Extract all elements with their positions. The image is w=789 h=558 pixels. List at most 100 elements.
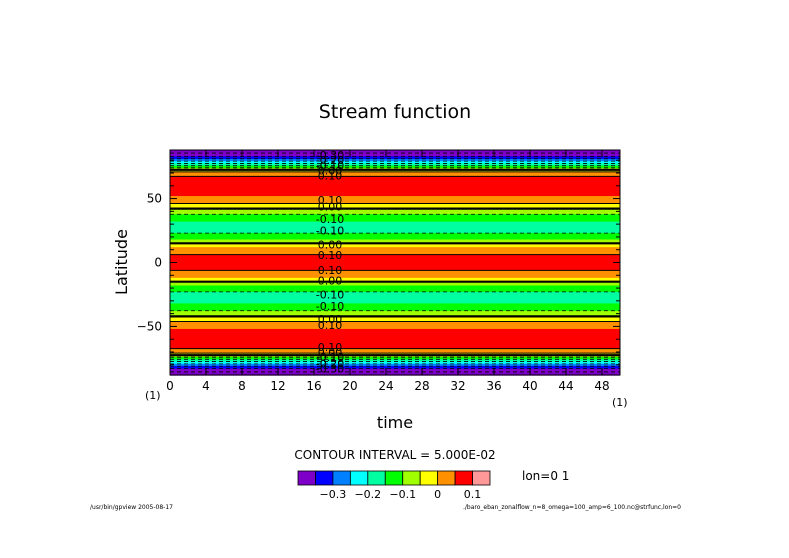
contour-label-14: -0.10 [316, 300, 344, 313]
y-tick-label-0: 50 [147, 192, 162, 206]
contour-label-19: -0.10 [316, 351, 344, 364]
colorbar-swatch-4 [367, 470, 386, 486]
contour-band-35 [170, 361, 620, 365]
x-tick-label-11: 44 [558, 379, 573, 393]
x-unit-label: (1) [612, 396, 628, 409]
x-tick-label-9: 36 [486, 379, 501, 393]
contour-label-13: -0.10 [316, 288, 344, 301]
contour-band-3 [170, 161, 620, 165]
contour-band-4 [170, 163, 620, 167]
contour-label-0: -0.30 [316, 149, 344, 162]
contour-band-26 [170, 310, 620, 318]
contour-band-14 [170, 221, 620, 234]
contour-label-9: 0.00 [318, 239, 343, 252]
contour-band-18 [170, 247, 620, 256]
contour-band-24 [170, 291, 620, 305]
colorbar-swatch-2 [332, 470, 351, 486]
contour-band-9 [170, 176, 620, 197]
contour-band-5 [170, 165, 620, 169]
colorbar-tick-label-2: −0.1 [389, 488, 416, 501]
footer-left: /usr/bin/gpview 2005-08-17 [90, 504, 173, 511]
contour-labels: -0.30-0.20-0.100.000.100.100.00-0.10-0.1… [316, 149, 344, 375]
contour-band-21 [170, 277, 620, 283]
contour-label-20: -0.20 [316, 357, 344, 370]
contour-band-17 [170, 243, 620, 248]
contour-label-3: 0.00 [318, 164, 343, 177]
x-tick-label-0: 0 [166, 379, 174, 393]
x-tick-label-6: 24 [378, 379, 393, 393]
contour-band-13 [170, 214, 620, 223]
contour-label-16: 0.10 [318, 319, 343, 332]
contour-band-20 [170, 270, 620, 279]
contour-band-36 [170, 363, 620, 367]
y-tick-label-1: 0 [154, 256, 162, 270]
contour-band-27 [170, 316, 620, 323]
contour-band-22 [170, 281, 620, 287]
contour-band-32 [170, 355, 620, 358]
colorbar-tick-label-3: 0 [434, 488, 441, 501]
footer-right: ./baro_eban_zonalflow_n=8_omega=100_amp=… [463, 504, 681, 511]
colorbar-tick-label-0: −0.3 [320, 488, 347, 501]
colorbar-swatch-3 [349, 470, 369, 486]
contour-band-33 [170, 357, 620, 360]
colorbar-swatch-1 [315, 470, 334, 486]
chart-title: Stream function [319, 101, 471, 123]
colorbar-swatch-0 [297, 470, 316, 486]
contour-band-16 [170, 239, 620, 244]
contour-label-21: -0.30 [316, 363, 344, 376]
contour-label-1: -0.20 [316, 154, 344, 167]
contour-band-12 [170, 208, 620, 215]
x-tick-label-8: 32 [450, 379, 465, 393]
colorbar-swatch-8 [437, 470, 456, 486]
colorbar-tick-label-4: 0.1 [464, 488, 482, 501]
contour-band-30 [170, 348, 620, 354]
contour-label-2: -0.10 [316, 159, 344, 172]
contour-label-7: -0.10 [316, 213, 344, 226]
contour-band-1 [170, 156, 620, 160]
colorbar-swatch-7 [419, 470, 439, 486]
x-tick-label-4: 16 [306, 379, 321, 393]
contour-label-10: 0.10 [318, 249, 343, 262]
contour-label-15: 0.00 [318, 313, 343, 326]
contour-interval-label: CONTOUR INTERVAL = 5.000E-02 [294, 448, 495, 462]
colorbar-swatch-9 [454, 470, 473, 486]
y-unit-label: (1) [145, 389, 161, 402]
x-axis-label: time [377, 413, 413, 432]
contour-label-5: 0.10 [318, 194, 343, 207]
y-axis-label: Latitude [112, 229, 131, 295]
x-tick-label-2: 8 [238, 379, 246, 393]
contour-label-6: 0.00 [318, 200, 343, 213]
x-tick-label-5: 20 [342, 379, 357, 393]
contour-label-17: 0.10 [318, 341, 343, 354]
x-tick-label-1: 4 [202, 379, 210, 393]
contour-lines [170, 152, 620, 373]
contour-band-0 [170, 150, 620, 157]
colorbar-tick-label-1: −0.2 [354, 488, 381, 501]
x-tick-label-12: 48 [594, 379, 609, 393]
contour-label-12: 0.00 [318, 274, 343, 287]
contour-band-15 [170, 233, 620, 241]
contour-band-2 [170, 158, 620, 162]
contour-band-11 [170, 203, 620, 210]
contour-label-11: 0.10 [318, 264, 343, 277]
contour-band-10 [170, 196, 620, 204]
contour-band-29 [170, 328, 620, 350]
contour-band-23 [170, 285, 620, 293]
contour-band-19 [170, 254, 620, 272]
x-tick-label-3: 12 [270, 379, 285, 393]
contour-band-28 [170, 321, 620, 330]
contour-band-34 [170, 359, 620, 363]
y-tick-label-2: −50 [137, 319, 162, 333]
contour-band-37 [170, 366, 620, 370]
x-tick-label-7: 28 [414, 379, 429, 393]
colorbar-swatch-10 [472, 470, 491, 486]
contour-label-8: -0.10 [316, 225, 344, 238]
contour-label-18: 0.00 [318, 346, 343, 359]
contour-fill-bands [170, 150, 620, 376]
colorbar: −0.3 −0.2 −0.1 0 0.1 [297, 470, 491, 501]
contour-label-4: 0.10 [318, 170, 343, 183]
slice-label: lon=0 1 [522, 469, 569, 483]
x-tick-label-10: 40 [522, 379, 537, 393]
